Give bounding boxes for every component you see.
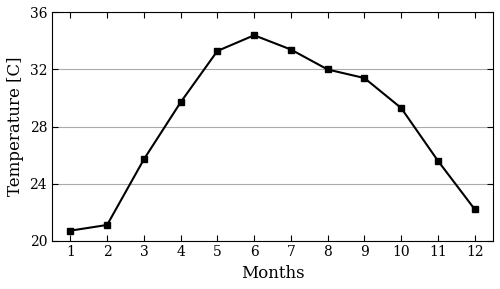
- Y-axis label: Temperature [C]: Temperature [C]: [7, 57, 24, 196]
- X-axis label: Months: Months: [240, 265, 304, 282]
